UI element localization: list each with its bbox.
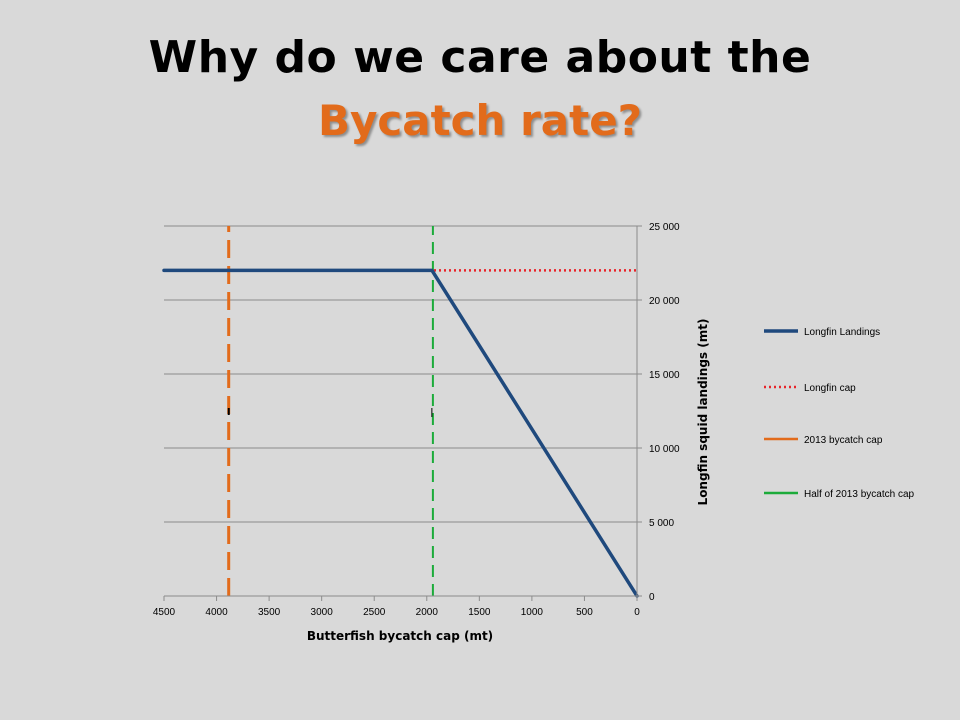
x-tick-label: 4000 <box>205 607 228 618</box>
series-line-longfin-landings <box>162 268 639 598</box>
x-tick-label: 4500 <box>153 607 176 618</box>
slide-title: Why do we care about the <box>148 32 812 83</box>
y-tick-labels: 0 5 000 10 000 15 000 20 000 25 000 <box>649 222 680 603</box>
x-tick-label: 3000 <box>311 607 334 618</box>
x-tick-label: 0 <box>634 607 640 618</box>
x-tick-label: 2000 <box>416 607 439 618</box>
x-tick-label: 1000 <box>521 607 544 618</box>
slide-title-emphasis: Bycatch rate? <box>317 96 643 145</box>
y-tick-label: 20 000 <box>649 296 680 307</box>
legend-label: Longfin Landings <box>804 327 880 338</box>
x-tick-label: 2500 <box>363 607 386 618</box>
x-tick-label: 1500 <box>468 607 491 618</box>
x-tick-label: 500 <box>576 607 593 618</box>
y-tick-label: 10 000 <box>649 444 680 455</box>
x-tick-label: 3500 <box>258 607 281 618</box>
x-tick-labels: 4500 4000 3500 3000 2500 2000 1500 1000 500 0 <box>153 607 640 618</box>
legend-label: Longfin cap <box>804 383 856 394</box>
chart-axes <box>163 225 642 601</box>
y-tick-label: 0 <box>649 592 655 603</box>
legend-label: Half of 2013 bycatch cap <box>804 489 915 500</box>
y-tick-label: 5 000 <box>649 518 674 529</box>
legend: Longfin Landings Longfin cap 2013 bycatch … <box>764 327 915 500</box>
legend-label: 2013 bycatch cap <box>804 435 883 446</box>
x-axis-title: Butterfish bycatch cap (mt) <box>307 629 493 643</box>
chart-gridlines <box>164 225 637 523</box>
y-tick-label: 15 000 <box>649 370 680 381</box>
y-axis-title: Longfin squid landings (mt) <box>696 319 710 506</box>
y-tick-label: 25 000 <box>649 222 680 233</box>
chart-series <box>162 226 639 598</box>
